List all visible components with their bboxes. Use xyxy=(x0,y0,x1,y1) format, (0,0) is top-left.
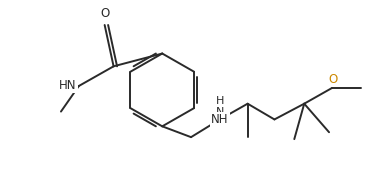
Text: O: O xyxy=(328,73,338,86)
Text: HN: HN xyxy=(59,80,77,93)
Text: O: O xyxy=(100,7,109,20)
Text: H
N: H N xyxy=(216,96,224,117)
Text: NH: NH xyxy=(211,113,229,126)
